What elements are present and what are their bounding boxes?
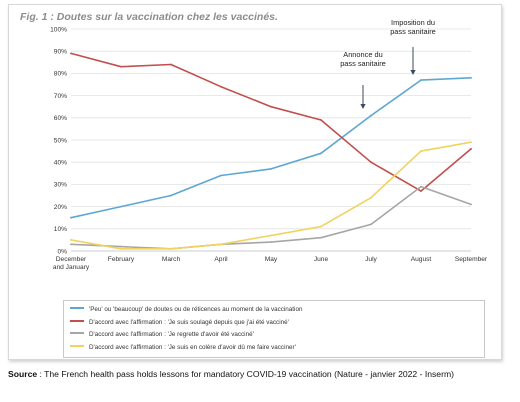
legend-swatch bbox=[70, 332, 84, 335]
data-point bbox=[270, 167, 272, 170]
data-point bbox=[170, 247, 172, 250]
legend-swatch bbox=[70, 344, 84, 347]
data-point bbox=[70, 216, 72, 219]
annotation-label: Imposition du pass sanitaire bbox=[390, 18, 436, 36]
chart-legend: 'Peu' ou 'beaucoup' de doutes ou de réti… bbox=[63, 300, 485, 358]
x-tick-label: August bbox=[411, 256, 432, 263]
x-tick-label: April bbox=[214, 256, 228, 263]
data-point bbox=[70, 243, 72, 246]
data-point bbox=[320, 236, 322, 239]
y-tick-label: 10% bbox=[54, 226, 67, 233]
data-point bbox=[270, 105, 272, 108]
data-point bbox=[370, 196, 372, 199]
data-point bbox=[220, 243, 222, 246]
series-line-2 bbox=[70, 52, 472, 192]
data-point bbox=[370, 114, 372, 117]
data-point bbox=[470, 147, 472, 150]
data-point bbox=[320, 225, 322, 228]
y-tick-label: 100% bbox=[50, 26, 67, 33]
legend-swatch bbox=[70, 307, 84, 310]
legend-entry: D'accord avec l'affirmation : 'Je regret… bbox=[70, 330, 254, 340]
x-tick-label: February bbox=[108, 256, 135, 263]
data-point bbox=[420, 150, 422, 153]
source-caption: Source : The French health pass holds le… bbox=[8, 369, 454, 379]
data-point bbox=[370, 161, 372, 164]
legend-entry: D'accord avec l'affirmation : 'Je suis e… bbox=[70, 343, 296, 353]
data-point bbox=[420, 190, 422, 192]
x-tick-label: September bbox=[455, 256, 488, 263]
series-line-1 bbox=[70, 77, 472, 219]
data-point bbox=[170, 63, 172, 66]
data-point bbox=[120, 247, 122, 250]
y-tick-label: 30% bbox=[54, 182, 67, 189]
x-tick-label: December and January bbox=[53, 256, 90, 271]
legend-swatch bbox=[70, 319, 84, 322]
data-point bbox=[470, 203, 472, 206]
data-point bbox=[270, 241, 272, 244]
annotation-arrowhead bbox=[410, 70, 416, 75]
data-point bbox=[270, 234, 272, 237]
data-point bbox=[420, 185, 422, 188]
data-point bbox=[470, 141, 472, 144]
y-tick-label: 0% bbox=[57, 248, 67, 255]
data-point bbox=[220, 174, 222, 177]
data-point bbox=[320, 152, 322, 155]
data-point bbox=[120, 205, 122, 208]
y-tick-label: 80% bbox=[54, 71, 67, 78]
data-point bbox=[70, 239, 72, 241]
series-line-3 bbox=[70, 185, 472, 250]
source-text: : The French health pass holds lessons f… bbox=[37, 369, 454, 379]
figure-frame: Fig. 1 : Doutes sur la vaccination chez … bbox=[8, 4, 502, 360]
legend-label: D'accord avec l'affirmation : 'Je suis s… bbox=[89, 318, 289, 326]
legend-label: D'accord avec l'affirmation : 'Je suis e… bbox=[89, 343, 296, 351]
annotation-arrowhead bbox=[360, 104, 366, 109]
x-tick-label: July bbox=[365, 256, 377, 263]
data-point bbox=[470, 76, 472, 79]
data-point bbox=[370, 223, 372, 226]
x-tick-label: March bbox=[162, 256, 181, 263]
x-tick-label: May bbox=[265, 256, 278, 263]
y-tick-label: 90% bbox=[54, 49, 67, 56]
data-point bbox=[120, 65, 122, 68]
data-point bbox=[320, 119, 322, 121]
chart-title: Fig. 1 : Doutes sur la vaccination chez … bbox=[20, 11, 278, 23]
data-point bbox=[170, 194, 172, 197]
y-tick-label: 50% bbox=[54, 137, 67, 144]
source-label: Source bbox=[8, 369, 38, 379]
data-point bbox=[220, 85, 222, 88]
legend-label: 'Peu' ou 'beaucoup' de doutes ou de réti… bbox=[89, 306, 303, 313]
data-point bbox=[420, 79, 422, 81]
y-tick-label: 60% bbox=[54, 115, 67, 122]
legend-label: D'accord avec l'affirmation : 'Je regret… bbox=[89, 331, 254, 338]
line-chart: 0% 10% 20% 30% 40% 50% 60% 70% 80% 90% 100% Decembe… bbox=[50, 18, 488, 271]
legend-entry: D'accord avec l'affirmation : 'Je suis s… bbox=[70, 318, 289, 328]
series-line-4 bbox=[70, 141, 472, 250]
data-point bbox=[120, 245, 122, 248]
x-tick-label: June bbox=[314, 256, 329, 263]
data-point bbox=[70, 52, 72, 55]
legend-entry: 'Peu' ou 'beaucoup' de doutes ou de réti… bbox=[70, 305, 302, 315]
y-tick-label: 40% bbox=[54, 160, 67, 167]
y-tick-label: 20% bbox=[54, 204, 67, 211]
y-tick-label: 70% bbox=[54, 93, 67, 100]
annotation-label: Annonce du pass sanitaire bbox=[340, 50, 386, 68]
